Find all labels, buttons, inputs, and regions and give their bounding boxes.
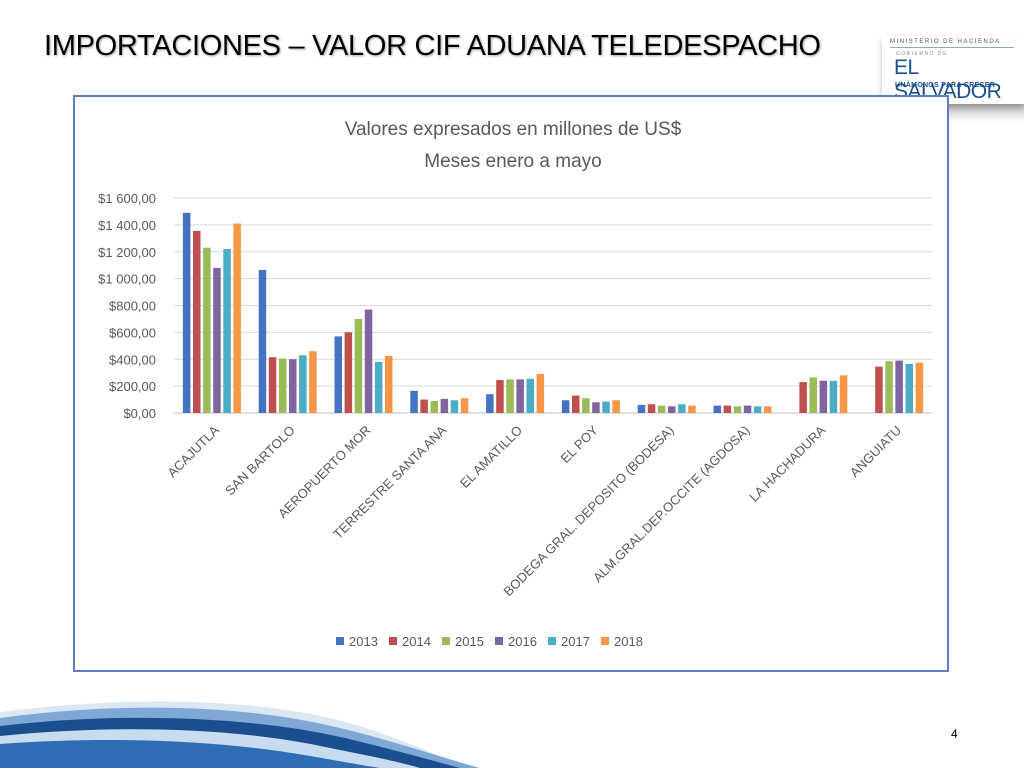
- bar-2017: [374, 361, 383, 413]
- x-tick-label: SAN BARTOLO: [222, 423, 298, 499]
- bar-2016: [516, 379, 524, 413]
- bar-2013: [486, 394, 494, 413]
- logo-government-text: GOBIERNO DE: [896, 51, 948, 57]
- decorative-wave: [0, 701, 480, 768]
- legend-label: 2018: [614, 634, 643, 649]
- legend-label: 2017: [561, 634, 590, 649]
- bar-2017: [299, 355, 307, 413]
- bar-2016: [213, 267, 221, 413]
- bar-2018: [385, 355, 393, 413]
- x-tick-label: ALM.GRAL.DEP.OCCITE (AGDOSA): [590, 423, 753, 586]
- bar-2015: [430, 400, 438, 413]
- y-tick-label: $600,00: [109, 325, 156, 340]
- y-tick-label: $200,00: [109, 379, 156, 394]
- x-tick-label: BODEGA GRAL. DEPOSITO (BODESA): [500, 423, 676, 599]
- chart-frame: Valores expresados en millones de US$ Mes…: [73, 95, 949, 672]
- legend-swatch-2017: [548, 637, 556, 645]
- bar-2014: [647, 404, 656, 413]
- bar-2016: [895, 360, 903, 413]
- bar-2018: [309, 351, 317, 413]
- bar-2017: [526, 378, 534, 413]
- legend-label: 2013: [349, 634, 378, 649]
- legend-swatch-2013: [336, 637, 344, 645]
- bar-2018: [536, 374, 545, 413]
- bar-2014: [572, 395, 580, 413]
- bar-2015: [809, 377, 817, 413]
- page-number: 4: [951, 727, 958, 741]
- bar-2014: [193, 230, 201, 413]
- y-tick-label: $1 600,00: [98, 191, 156, 206]
- bar-2018: [915, 362, 924, 413]
- bar-2013: [410, 390, 418, 413]
- bar-2017: [753, 406, 762, 413]
- bar-2015: [582, 398, 590, 413]
- legend-label: 2014: [402, 634, 431, 649]
- bar-2017: [678, 404, 686, 413]
- bar-2013: [182, 212, 191, 413]
- y-tick-label: $1 200,00: [98, 245, 156, 260]
- bar-2016: [364, 309, 373, 413]
- chart-subtitle: Meses enero a mayo: [424, 151, 601, 172]
- bar-2018: [460, 398, 469, 413]
- logo-divider: [890, 47, 1014, 48]
- bar-2014: [496, 380, 504, 413]
- bar-2017: [829, 380, 838, 413]
- bar-2014: [344, 332, 353, 413]
- bar-2015: [278, 358, 287, 413]
- bar-2013: [561, 400, 570, 413]
- bar-2013: [637, 404, 646, 413]
- bar-2017: [602, 401, 610, 413]
- bar-2018: [839, 375, 848, 413]
- bar-2014: [723, 405, 732, 413]
- bar-2016: [668, 406, 676, 413]
- x-tick-label: EL POY: [558, 422, 602, 466]
- slide-title: IMPORTACIONES – VALOR CIF ADUANA TELEDES…: [44, 30, 821, 62]
- bar-2013: [258, 269, 267, 413]
- legend-swatch-2014: [389, 637, 397, 645]
- bar-2017: [450, 400, 459, 413]
- bar-2016: [592, 402, 600, 413]
- y-tick-label: $1 000,00: [98, 272, 156, 287]
- y-tick-label: $0,00: [123, 406, 156, 421]
- bar-2015: [203, 247, 211, 413]
- legend-swatch-2015: [442, 637, 450, 645]
- bar-2017: [905, 363, 913, 413]
- bar-2016: [743, 405, 752, 413]
- bar-2014: [799, 382, 807, 413]
- bar-2015: [885, 361, 893, 413]
- x-tick-label: ANGUIATU: [847, 423, 904, 480]
- y-tick-label: $800,00: [109, 299, 156, 314]
- bar-2015: [354, 318, 363, 413]
- x-tick-label: LA HACHADURA: [746, 422, 828, 504]
- bar-2014: [268, 357, 277, 413]
- bar-2015: [733, 406, 742, 413]
- logo-ministry-text: MINISTERIO DE HACIENDA: [890, 39, 1001, 45]
- bar-2014: [875, 366, 883, 413]
- y-tick-label: $400,00: [109, 352, 156, 367]
- ministry-logo: MINISTERIO DE HACIENDA GOBIERNO DE EL SA…: [882, 36, 1024, 104]
- legend-swatch-2016: [495, 637, 503, 645]
- legend-swatch-2018: [601, 637, 609, 645]
- bar-2014: [420, 399, 428, 413]
- bar-2013: [713, 405, 721, 413]
- legend-label: 2016: [508, 634, 537, 649]
- logo-slogan-text: UNÁMONOS PARA CRECER: [895, 82, 996, 89]
- bar-2016: [289, 359, 297, 413]
- bar-2018: [688, 405, 696, 413]
- bar-2017: [223, 249, 231, 413]
- bar-2016: [440, 398, 449, 413]
- legend-label: 2015: [455, 634, 484, 649]
- x-tick-label: ACAJUTLA: [164, 422, 222, 480]
- chart-title: Valores expresados en millones de US$: [345, 119, 682, 140]
- y-tick-label: $1 400,00: [98, 218, 156, 233]
- bar-2015: [657, 405, 666, 413]
- bar-2013: [334, 336, 342, 413]
- x-tick-label: EL AMATILLO: [457, 423, 525, 491]
- bar-2015: [506, 379, 514, 413]
- bar-2016: [819, 380, 828, 413]
- bar-chart: Valores expresados en millones de US$ Mes…: [98, 119, 932, 649]
- bar-2018: [612, 400, 620, 413]
- bar-2018: [233, 223, 241, 413]
- bar-2018: [764, 406, 772, 413]
